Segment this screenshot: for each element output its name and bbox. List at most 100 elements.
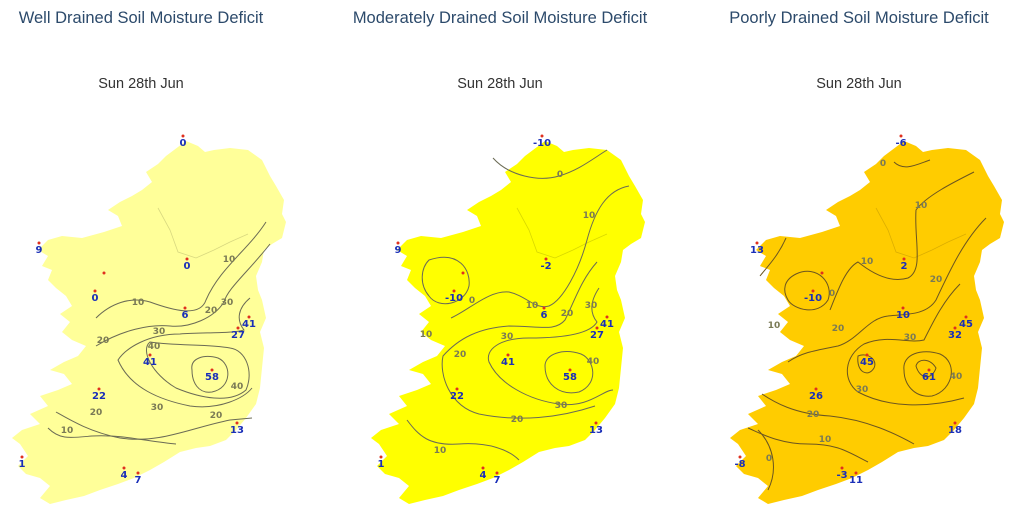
station-value: 1 [377,459,385,470]
station-value: 6 [540,310,548,321]
station-value: -10 [444,293,464,304]
station-value: 27 [590,330,604,341]
panel-poorly-drained: Poorly Drained Soil Moisture Deficit Sun… [700,0,1024,528]
contour-label: 30 [554,401,568,411]
station-value: 2 [900,261,908,272]
station-marker [102,271,106,275]
station-value: 41 [600,319,614,330]
map-title: Poorly Drained Soil Moisture Deficit [729,9,989,27]
station-marker [93,289,97,293]
station-marker [927,368,931,372]
station-marker [122,466,126,470]
station-value: 45 [860,357,874,368]
contour-label: 20 [209,411,223,421]
station-value: 7 [493,475,501,486]
station-marker [185,257,189,261]
map-moderately-drained [371,141,645,504]
station-value: 41 [242,319,256,330]
contour-label: 10 [60,426,74,436]
station-value: -10 [803,293,823,304]
contours [406,149,630,461]
station-value: 0 [91,293,99,304]
station-value: 7 [134,475,142,486]
contour-label: 30 [500,332,514,342]
station-value: 61 [922,372,936,383]
contours [747,159,987,491]
station-value: 41 [143,357,157,368]
station-marker [840,466,844,470]
panel-well-drained: Well Drained Soil Moisture Deficit Sun 2… [0,0,340,528]
station-marker [595,326,599,330]
station-value: 10 [896,310,910,321]
contour-label: 30 [152,327,166,337]
contour-label: 30 [855,385,869,395]
contour-label: 30 [150,403,164,413]
station-value: 22 [92,391,106,402]
station-marker [811,289,815,293]
contour-label: 10 [582,211,596,221]
station-value: 18 [948,425,962,436]
station-marker [544,257,548,261]
contour-label: 10 [433,446,447,456]
station-value: 22 [450,391,464,402]
contour-label: 10 [860,257,874,267]
contour-label: 0 [468,296,476,306]
contour-label: 10 [525,301,539,311]
contour-label: 30 [220,298,234,308]
station-value: 58 [563,372,577,383]
contour-label: 30 [903,333,917,343]
contour-label: 20 [204,306,218,316]
contour-label: 20 [453,350,467,360]
contour-label: 20 [831,324,845,334]
station-value: 9 [35,245,43,256]
station-marker [594,421,598,425]
station-marker [379,455,383,459]
station-marker [455,387,459,391]
ni-border [157,207,249,259]
contour-label: 20 [806,410,820,420]
station-marker [236,326,240,330]
map-date: Sun 28th Jun [457,76,543,92]
contour-label: 10 [818,435,832,445]
contour-label: 20 [96,336,110,346]
station-marker [37,241,41,245]
ni-border [516,207,608,259]
station-value: 4 [479,470,487,481]
station-marker [452,289,456,293]
station-marker [481,466,485,470]
station-value: 1 [18,459,26,470]
station-value: -6 [895,138,907,149]
station-value: 4 [120,470,128,481]
contour-label: 30 [584,301,598,311]
station-marker [568,368,572,372]
contour-label: 20 [560,309,574,319]
station-value: -2 [540,261,552,272]
station-marker [738,455,742,459]
contour-label: 0 [879,159,887,169]
station-value: 9 [394,245,402,256]
contour-label: 0 [765,454,773,464]
station-value: -3 [836,470,848,481]
station-value: 6 [181,310,189,321]
map-title: Well Drained Soil Moisture Deficit [18,9,264,27]
station-marker [953,326,957,330]
station-marker [902,257,906,261]
contour-label: 10 [131,298,145,308]
station-marker [953,421,957,425]
station-value: 13 [750,245,764,256]
station-value: 13 [589,425,603,436]
station-marker [605,315,609,319]
contour-label: 20 [510,415,524,425]
contours [47,221,271,445]
station-value: 13 [230,425,244,436]
station-marker [899,134,903,138]
contour-label: 10 [914,201,928,211]
station-marker [755,241,759,245]
station-marker [247,315,251,319]
map-title: Moderately Drained Soil Moisture Deficit [352,9,648,27]
contour-label: 20 [929,275,943,285]
station-marker [181,134,185,138]
contour-label: 10 [222,255,236,265]
station-value: 0 [179,138,187,149]
contour-label: 0 [828,289,836,299]
